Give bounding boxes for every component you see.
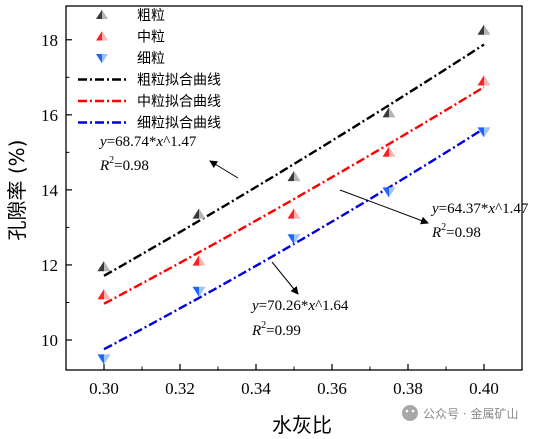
fit-curve bbox=[103, 43, 485, 277]
data-point bbox=[382, 107, 396, 118]
legend-item: 粗粒拟合曲线 bbox=[78, 73, 221, 89]
data-point bbox=[287, 208, 301, 219]
x-tick-label: 0.34 bbox=[241, 379, 271, 398]
annotation-medium-arrow bbox=[339, 189, 429, 225]
data-point bbox=[477, 127, 491, 138]
annotation-fine: y=70.26*x^1.64 R2=0.99 bbox=[250, 298, 349, 339]
data-point bbox=[96, 53, 108, 64]
annotation-coarse-arrow bbox=[209, 160, 239, 179]
fit-curve bbox=[103, 86, 485, 305]
y-tick-label: 16 bbox=[41, 106, 58, 125]
data-point bbox=[192, 255, 206, 266]
annotation-medium: y=64.37*x^1.47 R2=0.98 bbox=[430, 201, 529, 241]
legend-item: 中粒 bbox=[96, 30, 165, 46]
watermark-text: 公众号 · 金属矿山 bbox=[423, 406, 518, 421]
y-tick-label: 10 bbox=[41, 331, 58, 350]
x-tick-label: 0.30 bbox=[89, 379, 119, 398]
axis-ticks: 0.30 0.32 0.34 0.36 0.38 0.40 10 12 14 16 18 bbox=[41, 31, 499, 398]
data-point bbox=[97, 260, 111, 272]
data-point bbox=[96, 9, 108, 20]
legend-label: 粗粒 bbox=[137, 8, 165, 24]
data-point bbox=[382, 187, 396, 198]
data-point bbox=[192, 286, 206, 298]
y-tick-label: 14 bbox=[41, 181, 59, 200]
x-tick-label: 0.36 bbox=[317, 379, 347, 398]
annotation-medium-r2: R2=0.98 bbox=[431, 222, 481, 241]
data-point bbox=[287, 170, 301, 182]
annotation-medium-equation: y=64.37*x^1.47 bbox=[430, 201, 529, 217]
data-point bbox=[382, 146, 396, 157]
x-tick-label: 0.38 bbox=[393, 379, 423, 398]
wechat-icon bbox=[402, 405, 418, 421]
y-axis-title: 孔隙率 (%) bbox=[5, 140, 29, 241]
legend-label: 细粒拟合曲线 bbox=[137, 116, 221, 132]
plot-frame bbox=[65, 5, 523, 371]
data-markers bbox=[97, 24, 491, 365]
data-point bbox=[477, 24, 491, 35]
y-tick-label: 18 bbox=[41, 31, 58, 50]
legend-label: 粗粒拟合曲线 bbox=[137, 73, 221, 89]
data-point bbox=[287, 234, 301, 245]
legend-item: 细粒拟合曲线 bbox=[78, 116, 221, 132]
legend-item: 粗粒 bbox=[96, 8, 165, 24]
legend-label: 中粒拟合曲线 bbox=[137, 94, 221, 110]
legend-item: 中粒拟合曲线 bbox=[78, 94, 221, 110]
annotation-coarse-r2: R2=0.98 bbox=[99, 155, 149, 174]
y-tick-label: 12 bbox=[41, 256, 58, 275]
x-axis-title: 水灰比 bbox=[272, 413, 332, 437]
data-point bbox=[97, 354, 111, 365]
data-point bbox=[192, 208, 206, 219]
annotation-coarse: y=68.74*x^1.47 R2=0.98 bbox=[98, 134, 197, 174]
annotation-coarse-equation: y=68.74*x^1.47 bbox=[98, 134, 197, 150]
data-point bbox=[97, 289, 111, 300]
legend-label: 中粒 bbox=[137, 30, 165, 46]
axes bbox=[65, 5, 523, 371]
data-point bbox=[96, 31, 108, 41]
watermark: 公众号 · 金属矿山 bbox=[402, 405, 518, 421]
annotation-fine-equation: y=70.26*x^1.64 bbox=[250, 298, 349, 314]
legend-item: 细粒 bbox=[96, 51, 165, 67]
data-point bbox=[477, 75, 491, 86]
annotation-fine-arrow bbox=[271, 261, 299, 295]
legend-label: 细粒 bbox=[137, 51, 165, 67]
x-tick-label: 0.32 bbox=[165, 379, 195, 398]
x-tick-label: 0.40 bbox=[469, 379, 499, 398]
annotation-fine-r2: R2=0.99 bbox=[251, 320, 301, 339]
